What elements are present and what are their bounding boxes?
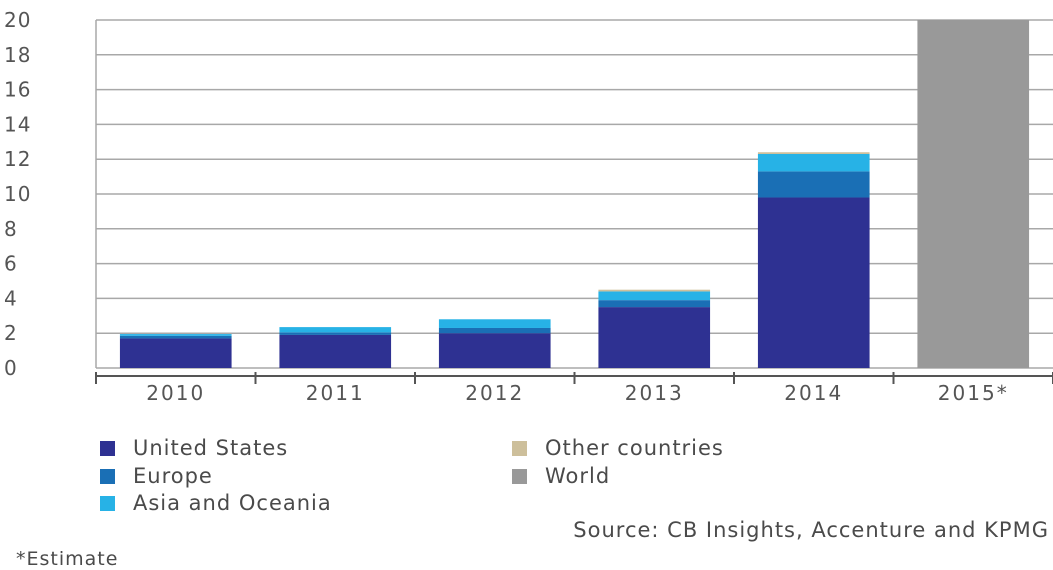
y-tick-label: 18: [4, 43, 31, 67]
y-tick-label: 6: [4, 252, 18, 276]
legend-label: United States: [133, 436, 289, 460]
y-tick-label: 0: [4, 356, 18, 380]
x-axis: [95, 372, 1053, 384]
x-tick-label: 2014: [784, 381, 843, 405]
bar-segment-europe: [598, 300, 711, 308]
y-tick-label: 20: [4, 8, 31, 32]
legend-label: World: [545, 464, 611, 488]
legend-swatch: [512, 440, 527, 456]
legend-label: Asia and Oceania: [133, 491, 332, 515]
source-note: Source: CB Insights, Accenture and KPMG: [573, 518, 1049, 542]
bar-segment-asia-and-oceania: [119, 334, 232, 336]
bar-segment-united-states: [119, 338, 232, 368]
bar-segment-europe: [757, 171, 870, 198]
bar-segment-united-states: [757, 197, 870, 368]
legend-item-world: World: [512, 464, 610, 488]
bar-segment-asia-and-oceania: [438, 319, 551, 328]
legend-label: Other countries: [545, 436, 724, 460]
bar-segment-united-states: [279, 334, 392, 368]
y-tick-label: 14: [4, 112, 31, 136]
gridlines: [95, 19, 1053, 369]
y-tick-label: 10: [4, 182, 31, 206]
legend-item-other-countries: Other countries: [512, 436, 724, 460]
bar-segment-united-states: [438, 333, 551, 368]
bar-segment-asia-and-oceania: [279, 327, 392, 333]
legend-swatch: [100, 440, 115, 456]
bar-segment-europe: [119, 335, 232, 339]
bar-segment-other-countries: [757, 152, 870, 154]
legend-swatch: [512, 468, 527, 484]
bar-segment-world: [917, 20, 1030, 368]
y-tick-label: 12: [4, 147, 31, 171]
x-tick-label: 2010: [146, 381, 205, 405]
legend-swatch: [100, 468, 115, 484]
x-tick-label: 2011: [306, 381, 365, 405]
bar-segment-other-countries: [598, 289, 711, 292]
y-tick-label: 8: [4, 217, 18, 241]
x-tick-label: 2015*: [938, 381, 1009, 405]
legend-item-asia-oceania: Asia and Oceania: [100, 491, 332, 515]
x-tick-label: 2012: [465, 381, 524, 405]
y-axis-tick-labels: 0 2 4 6 8 10 12 14 16 18 20: [4, 8, 31, 380]
legend-item-europe: Europe: [100, 464, 213, 488]
legend-label: Europe: [133, 464, 213, 488]
y-tick-label: 2: [4, 321, 18, 345]
bar-segment-united-states: [598, 307, 711, 368]
bar-segment-europe: [438, 327, 551, 334]
legend-item-united-states: United States: [100, 436, 288, 460]
bar-segment-asia-and-oceania: [757, 153, 870, 172]
y-tick-label: 16: [4, 78, 31, 102]
bar-segment-europe: [279, 332, 392, 335]
x-axis-tick-labels: 2010 2011 2012 2013 2014 2015*: [146, 381, 1009, 405]
legend-swatch: [100, 495, 115, 511]
x-tick-label: 2013: [625, 381, 684, 405]
y-tick-label: 4: [4, 286, 18, 310]
estimate-footnote: *Estimate: [16, 548, 119, 570]
bars: [119, 20, 1030, 368]
bar-segment-asia-and-oceania: [598, 291, 711, 301]
